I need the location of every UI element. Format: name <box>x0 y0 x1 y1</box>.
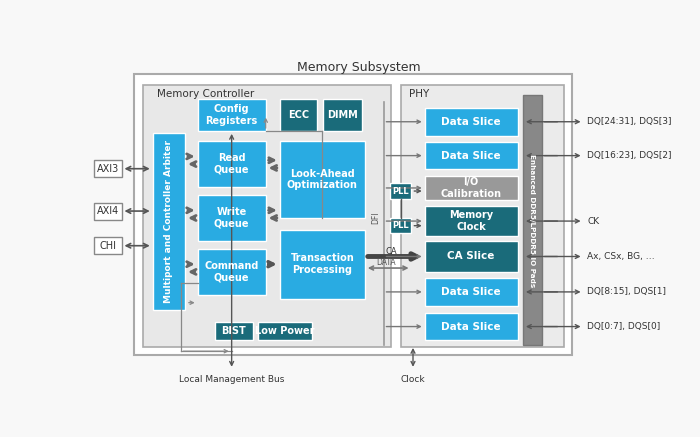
Text: Ax, CSx, BG, …: Ax, CSx, BG, … <box>587 252 655 261</box>
FancyBboxPatch shape <box>401 85 564 347</box>
Text: DQ[24:31], DQS[3]: DQ[24:31], DQS[3] <box>587 117 672 126</box>
FancyBboxPatch shape <box>425 108 517 135</box>
FancyBboxPatch shape <box>197 195 266 241</box>
FancyBboxPatch shape <box>134 74 572 355</box>
Text: Memory Controller: Memory Controller <box>158 89 255 99</box>
FancyBboxPatch shape <box>425 278 517 306</box>
FancyBboxPatch shape <box>425 241 517 272</box>
Text: PHY: PHY <box>409 89 429 99</box>
FancyBboxPatch shape <box>425 313 517 340</box>
Text: Look-Ahead
Optimization: Look-Ahead Optimization <box>287 169 358 190</box>
FancyBboxPatch shape <box>153 133 185 310</box>
Text: DIMM: DIMM <box>327 110 358 120</box>
Text: PLL: PLL <box>392 187 409 195</box>
Text: Command
Queue: Command Queue <box>204 261 259 283</box>
Text: Write
Queue: Write Queue <box>214 207 249 229</box>
Text: Transaction
Processing: Transaction Processing <box>290 253 354 275</box>
FancyBboxPatch shape <box>390 218 412 233</box>
Text: Data Slice: Data Slice <box>441 117 501 127</box>
FancyBboxPatch shape <box>197 249 266 295</box>
Text: DFI: DFI <box>371 212 380 224</box>
FancyBboxPatch shape <box>197 141 266 187</box>
Text: Enhanced DDR5/LPDDR5 IO Pads: Enhanced DDR5/LPDDR5 IO Pads <box>529 154 536 287</box>
FancyBboxPatch shape <box>94 203 122 219</box>
FancyBboxPatch shape <box>280 229 365 299</box>
Text: DQ[0:7], DQS[0]: DQ[0:7], DQS[0] <box>587 322 661 331</box>
Text: DQ[16:23], DQS[2]: DQ[16:23], DQS[2] <box>587 151 672 160</box>
Text: Data Slice: Data Slice <box>441 322 501 332</box>
Text: AXI3: AXI3 <box>97 164 119 174</box>
Text: AXI4: AXI4 <box>97 206 119 216</box>
Text: Memory Subsystem: Memory Subsystem <box>297 61 421 74</box>
FancyBboxPatch shape <box>197 99 266 131</box>
FancyBboxPatch shape <box>425 176 517 200</box>
Text: ECC: ECC <box>288 110 309 120</box>
FancyBboxPatch shape <box>523 95 542 345</box>
Text: Config
Registers: Config Registers <box>206 104 258 125</box>
FancyBboxPatch shape <box>144 85 391 347</box>
Text: Clock: Clock <box>400 375 426 384</box>
FancyBboxPatch shape <box>425 142 517 170</box>
Text: I/O
Calibration: I/O Calibration <box>440 177 502 199</box>
FancyBboxPatch shape <box>390 184 412 199</box>
FancyBboxPatch shape <box>280 99 317 131</box>
Text: Low Power: Low Power <box>256 326 315 336</box>
Text: CK: CK <box>587 217 599 225</box>
Text: DQ[8:15], DQS[1]: DQ[8:15], DQS[1] <box>587 288 666 296</box>
Text: Read
Queue: Read Queue <box>214 153 249 175</box>
Text: BIST: BIST <box>222 326 246 336</box>
FancyBboxPatch shape <box>258 322 312 340</box>
FancyBboxPatch shape <box>216 322 253 340</box>
Text: Memory
Clock: Memory Clock <box>449 210 494 232</box>
Text: Data Slice: Data Slice <box>441 287 501 297</box>
FancyBboxPatch shape <box>94 237 122 254</box>
Text: CHI: CHI <box>99 241 116 251</box>
Text: Local Management Bus: Local Management Bus <box>179 375 284 384</box>
FancyBboxPatch shape <box>280 141 365 218</box>
FancyBboxPatch shape <box>425 206 517 236</box>
Text: PLL: PLL <box>392 221 409 230</box>
FancyBboxPatch shape <box>323 99 362 131</box>
FancyBboxPatch shape <box>94 160 122 177</box>
Text: CA: CA <box>386 246 397 256</box>
Text: Multiport and Controller Arbiter: Multiport and Controller Arbiter <box>164 140 174 303</box>
Text: DATA: DATA <box>376 258 396 267</box>
Text: Data Slice: Data Slice <box>441 151 501 161</box>
Text: CA Slice: CA Slice <box>447 251 495 261</box>
